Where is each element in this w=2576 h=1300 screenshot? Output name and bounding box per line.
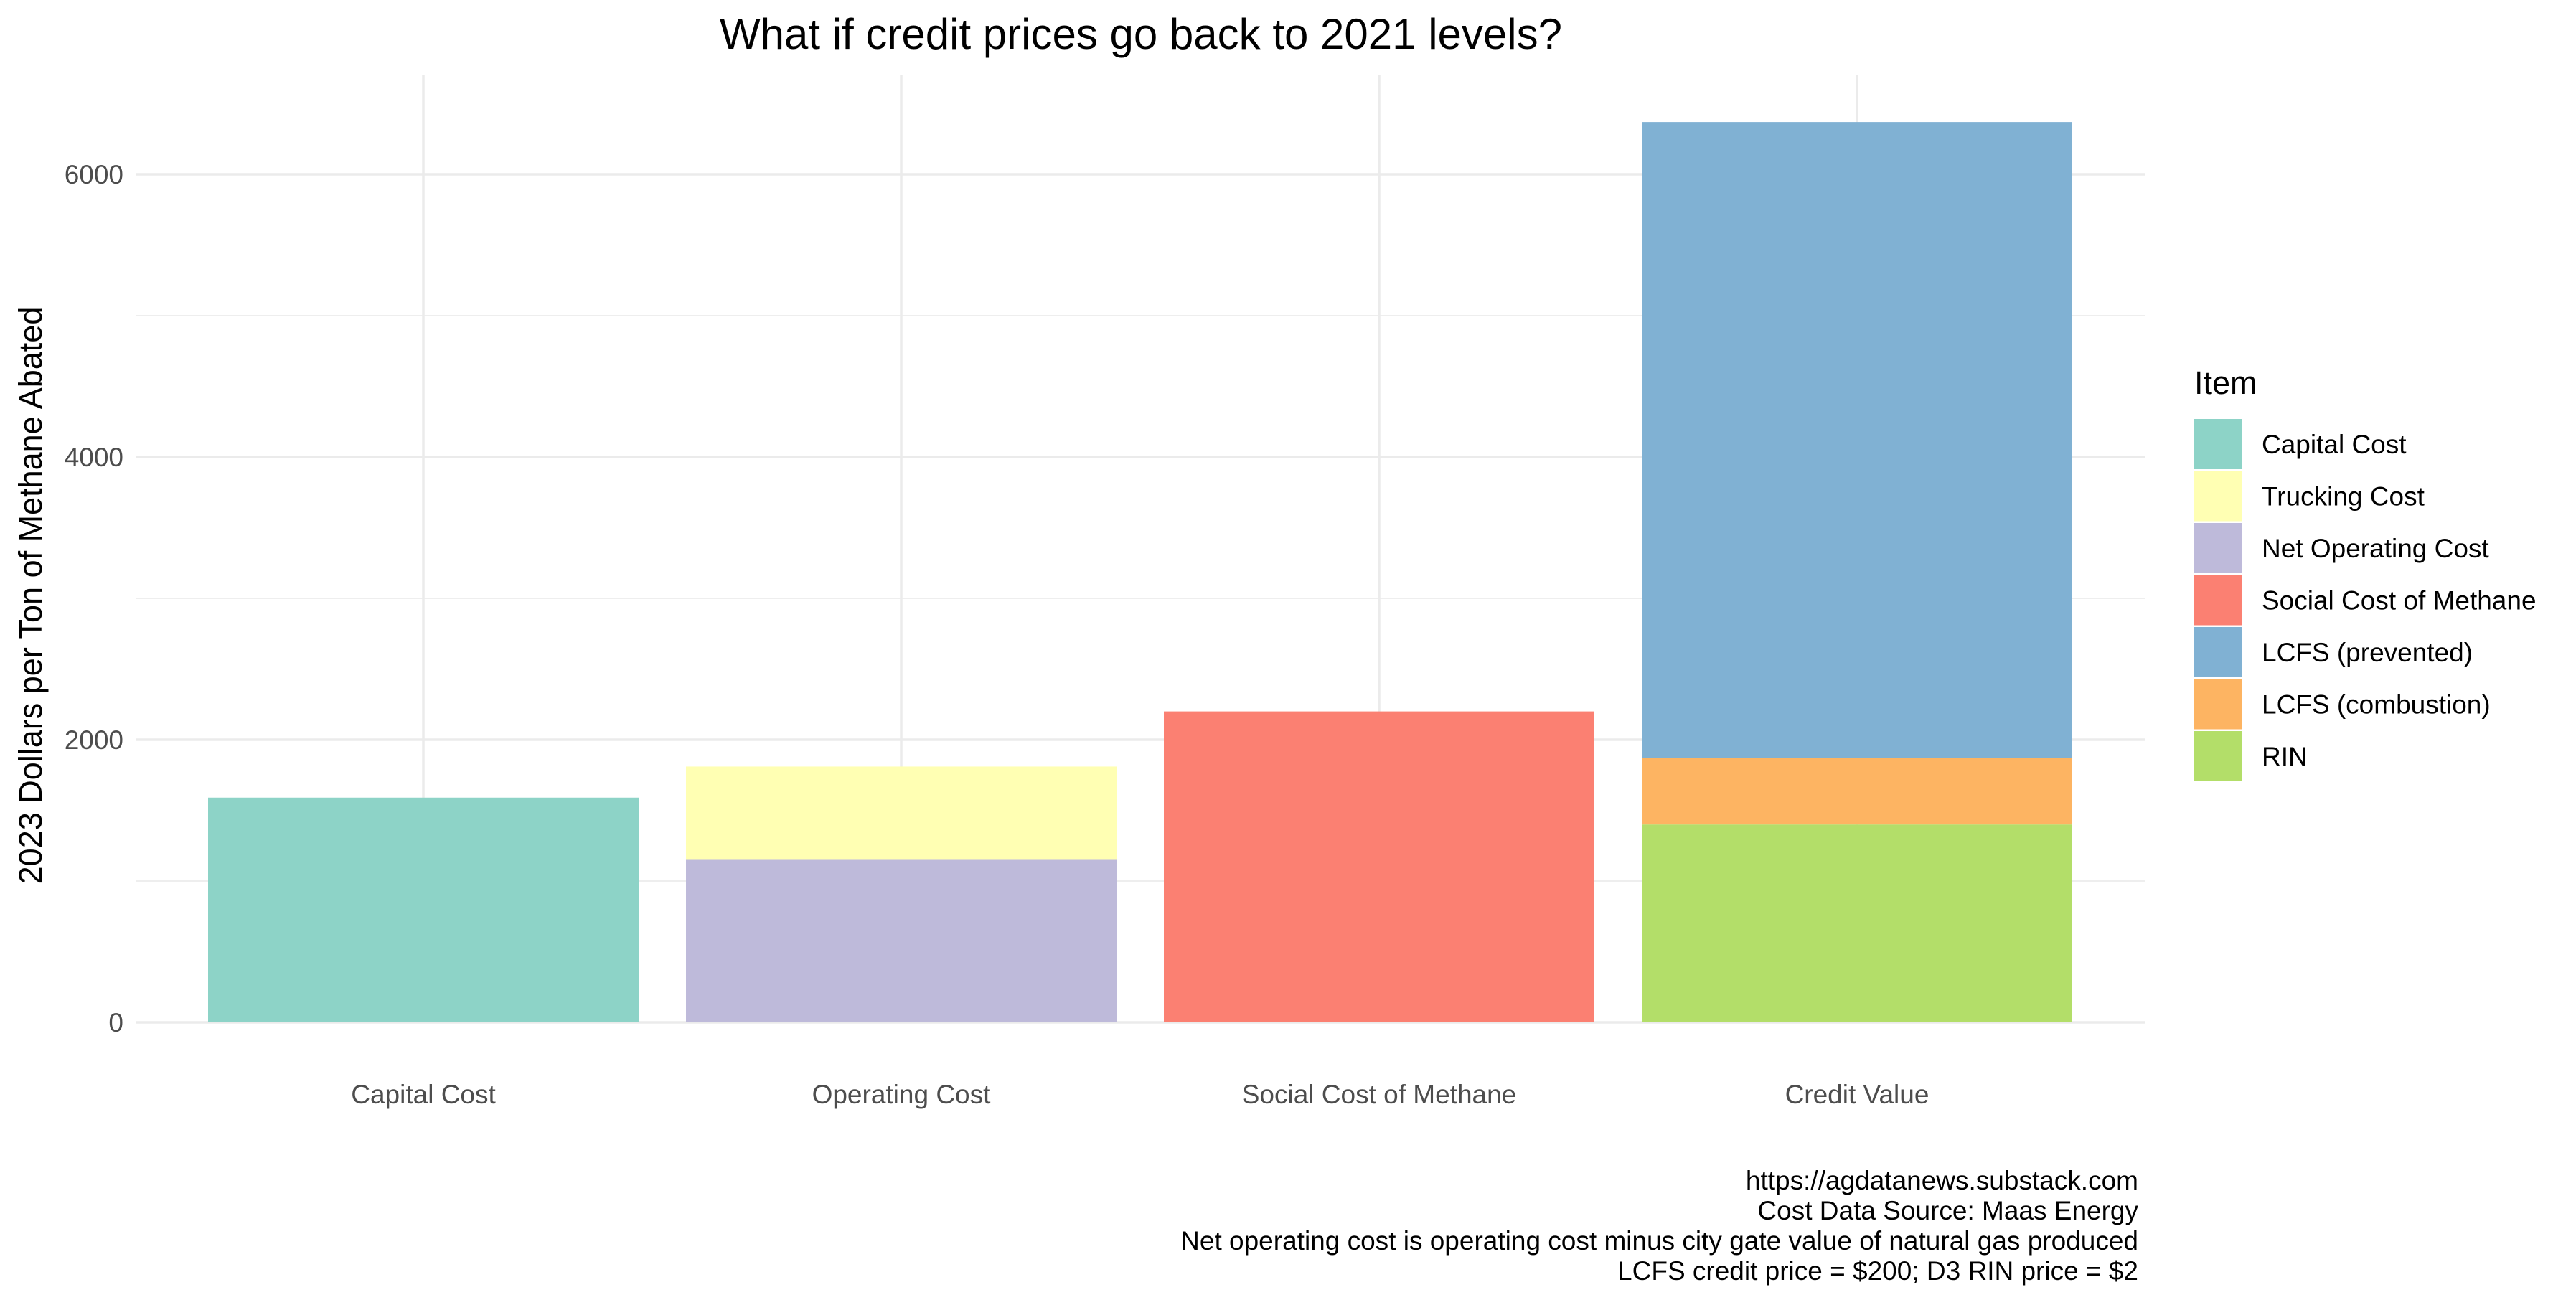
legend-label: Net Operating Cost bbox=[2262, 534, 2489, 563]
bar-capital-cost bbox=[208, 797, 639, 1022]
chart-title: What if credit prices go back to 2021 le… bbox=[720, 10, 1562, 58]
legend-label: Capital Cost bbox=[2262, 430, 2407, 459]
y-tick-label: 0 bbox=[108, 1008, 123, 1037]
x-tick-label: Credit Value bbox=[1785, 1080, 1929, 1109]
legend-label: LCFS (prevented) bbox=[2262, 638, 2473, 667]
legend-key bbox=[2194, 679, 2242, 730]
bar-trucking-cost bbox=[686, 766, 1117, 860]
x-axis-ticks: Capital Cost Operating Cost Social Cost of… bbox=[351, 1080, 1929, 1109]
legend-key bbox=[2194, 731, 2242, 781]
legend-label: Trucking Cost bbox=[2262, 482, 2425, 512]
y-tick-label: 2000 bbox=[65, 725, 123, 755]
y-axis-title: 2023 Dollars per Ton of Methane Abated bbox=[12, 307, 49, 885]
x-tick-label: Operating Cost bbox=[812, 1080, 992, 1109]
caption-line-2: Cost Data Source: Maas Energy bbox=[1757, 1196, 2138, 1225]
legend-key bbox=[2194, 523, 2242, 573]
legend-label: Social Cost of Methane bbox=[2262, 586, 2537, 616]
y-tick-label: 6000 bbox=[65, 160, 123, 189]
bars bbox=[208, 122, 2072, 1022]
legend-label: LCFS (combustion) bbox=[2262, 690, 2491, 720]
legend-key bbox=[2194, 471, 2242, 522]
caption: https://agdatanews.substack.com Cost Dat… bbox=[1180, 1166, 2138, 1286]
caption-line-1: https://agdatanews.substack.com bbox=[1746, 1166, 2138, 1195]
legend-title: Item bbox=[2194, 364, 2257, 401]
bar-lcfs-prevented bbox=[1642, 122, 2072, 758]
bar-rin bbox=[1642, 824, 2072, 1022]
legend-key bbox=[2194, 575, 2242, 626]
legend-key bbox=[2194, 627, 2242, 677]
bar-net-operating-cost bbox=[686, 859, 1117, 1022]
x-tick-label: Social Cost of Methane bbox=[1242, 1080, 1517, 1109]
y-axis-ticks: 0 2000 4000 6000 bbox=[65, 160, 123, 1037]
x-tick-label: Capital Cost bbox=[351, 1080, 496, 1109]
bar-social-cost-of-methane bbox=[1164, 711, 1594, 1022]
y-tick-label: 4000 bbox=[65, 443, 123, 472]
caption-line-3: Net operating cost is operating cost min… bbox=[1180, 1226, 2138, 1256]
bar-lcfs-combustion bbox=[1642, 758, 2072, 825]
caption-line-4: LCFS credit price = $200; D3 RIN price =… bbox=[1617, 1256, 2138, 1286]
legend-label: RIN bbox=[2262, 742, 2308, 771]
legend: Item Capital Cost Trucking Cost Net Operat… bbox=[2194, 364, 2537, 781]
legend-key bbox=[2194, 419, 2242, 469]
